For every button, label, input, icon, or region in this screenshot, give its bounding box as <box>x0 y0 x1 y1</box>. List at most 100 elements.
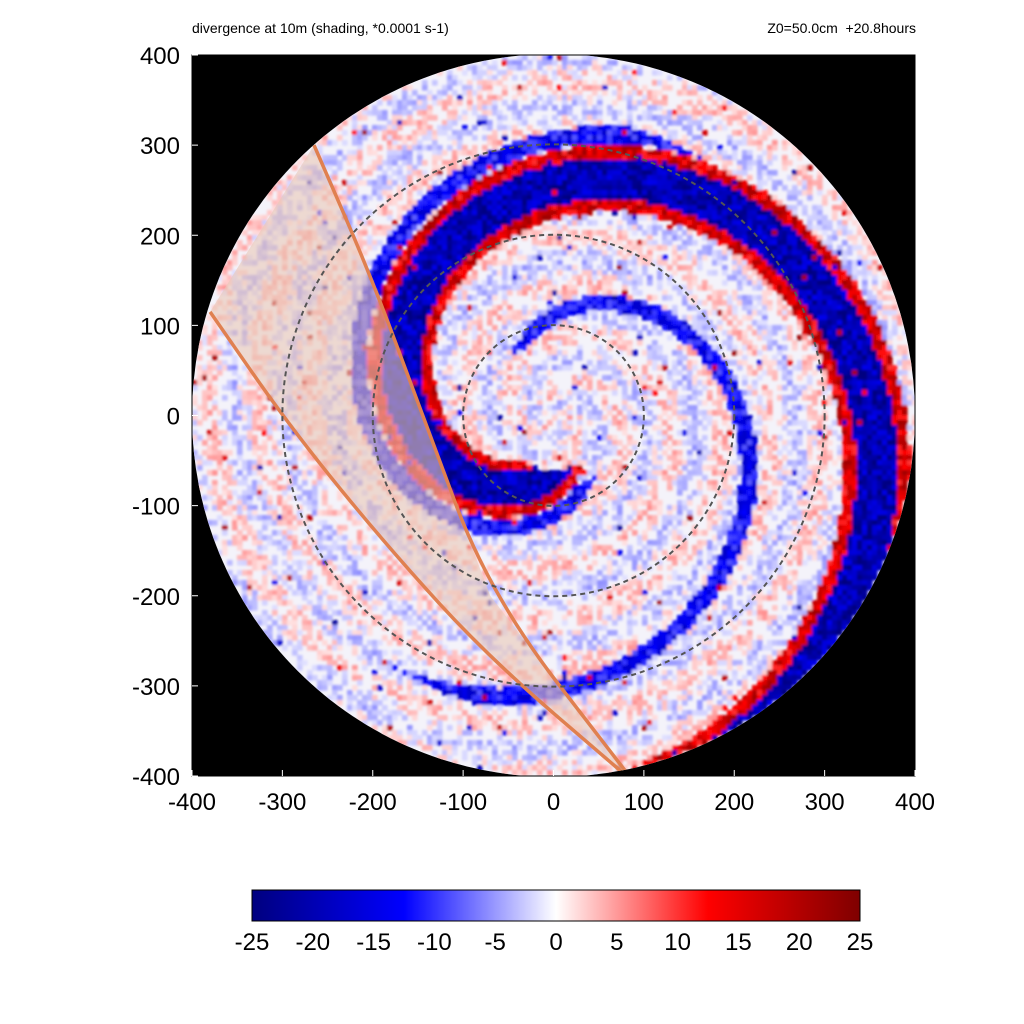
field-cell <box>427 745 433 751</box>
field-cell <box>222 395 228 401</box>
field-cell <box>327 530 333 536</box>
field-cell <box>337 640 343 646</box>
field-cell <box>277 440 283 446</box>
field-cell <box>417 735 423 741</box>
field-cell <box>287 470 293 476</box>
field-cell <box>467 280 473 286</box>
field-cell <box>372 245 378 251</box>
field-cell <box>472 230 478 236</box>
field-cell <box>502 610 508 616</box>
field-cell <box>382 545 388 551</box>
field-cell <box>472 65 478 71</box>
field-cell <box>327 560 333 566</box>
field-cell <box>437 200 443 206</box>
field-cell <box>417 250 423 256</box>
field-cell <box>467 105 473 111</box>
field-cell <box>472 205 478 211</box>
field-cell <box>437 410 443 416</box>
field-cell <box>347 565 353 571</box>
field-cell <box>387 680 393 686</box>
field-cell <box>372 715 378 721</box>
field-cell <box>502 295 508 301</box>
field-cell <box>502 360 508 366</box>
field-cell <box>512 425 518 431</box>
field-cell <box>337 125 343 131</box>
field-cell <box>257 540 263 546</box>
field-cell <box>517 515 523 521</box>
field-cell <box>397 135 403 141</box>
field-cell <box>362 660 368 666</box>
field-cell <box>427 245 433 251</box>
field-cell <box>367 655 373 661</box>
field-cell <box>412 355 418 361</box>
field-cell <box>392 250 398 256</box>
field-cell <box>302 595 308 601</box>
field-cell <box>432 100 438 106</box>
field-cell <box>477 530 483 536</box>
field-cell <box>342 545 348 551</box>
field-cell <box>502 690 508 696</box>
field-cell <box>497 220 503 226</box>
field-cell <box>407 725 413 731</box>
field-cell <box>477 415 483 421</box>
field-cell <box>517 255 523 261</box>
field-cell <box>497 140 503 146</box>
field-cell <box>472 425 478 431</box>
field-cell <box>407 95 413 101</box>
field-cell <box>357 630 363 636</box>
field-cell <box>487 585 493 591</box>
field-cell <box>407 710 413 716</box>
field-cell <box>472 715 478 721</box>
field-cell <box>522 285 528 291</box>
field-cell <box>287 480 293 486</box>
field-cell <box>447 75 453 81</box>
field-cell <box>292 455 298 461</box>
field-cell <box>267 540 273 546</box>
field-cell <box>497 575 503 581</box>
field-cell <box>427 130 433 136</box>
field-cell <box>502 275 508 281</box>
field-cell <box>472 270 478 276</box>
field-cell <box>447 440 453 446</box>
field-cell <box>437 640 443 646</box>
field-cell <box>487 230 493 236</box>
field-cell <box>437 190 443 196</box>
field-cell <box>512 720 518 726</box>
field-cell <box>407 160 413 166</box>
field-cell <box>452 620 458 626</box>
field-cell <box>437 430 443 436</box>
field-cell <box>527 205 533 211</box>
field-cell <box>507 455 513 461</box>
field-cell <box>387 245 393 251</box>
field-cell <box>487 430 493 436</box>
field-cell <box>247 585 253 591</box>
field-cell <box>517 745 523 751</box>
field-cell <box>337 535 343 541</box>
field-cell <box>497 285 503 291</box>
field-cell <box>392 265 398 271</box>
field-cell <box>507 720 513 726</box>
field-cell <box>392 245 398 251</box>
field-cell <box>402 145 408 151</box>
field-cell <box>432 150 438 156</box>
field-cell <box>407 120 413 126</box>
field-cell <box>342 190 348 196</box>
field-cell <box>417 625 423 631</box>
field-cell <box>492 75 498 81</box>
field-cell <box>427 95 433 101</box>
field-cell <box>402 600 408 606</box>
field-cell <box>422 640 428 646</box>
field-cell <box>327 595 333 601</box>
field-cell <box>457 230 463 236</box>
field-cell <box>287 565 293 571</box>
field-cell <box>277 585 283 591</box>
field-cell <box>502 685 508 691</box>
field-cell <box>242 395 248 401</box>
field-cell <box>377 255 383 261</box>
field-cell <box>412 255 418 261</box>
field-cell <box>517 425 523 431</box>
field-cell <box>397 675 403 681</box>
field-cell <box>492 230 498 236</box>
field-cell <box>302 540 308 546</box>
field-cell <box>437 620 443 626</box>
